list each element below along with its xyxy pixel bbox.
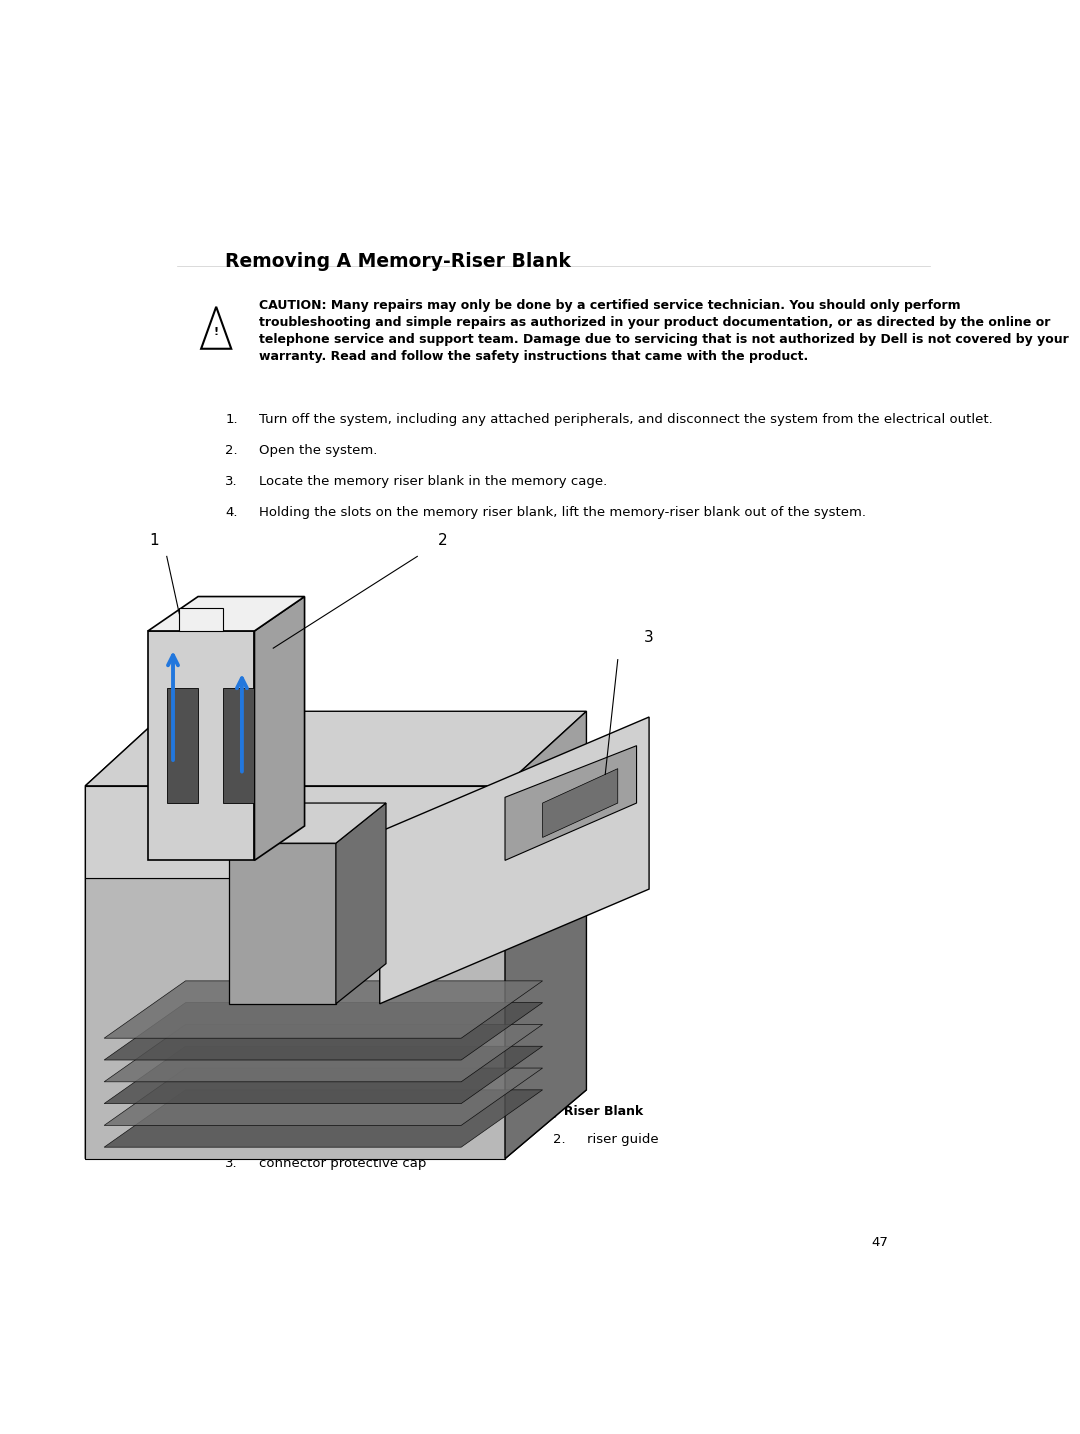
Text: 1: 1 [149, 533, 159, 548]
Polygon shape [148, 597, 305, 631]
Text: 4.: 4. [226, 506, 238, 519]
Polygon shape [104, 1024, 542, 1081]
Polygon shape [85, 711, 586, 786]
Text: !: ! [214, 327, 219, 337]
Polygon shape [166, 688, 198, 803]
Polygon shape [542, 769, 618, 837]
Polygon shape [380, 717, 649, 1004]
Text: riser guide: riser guide [588, 1133, 659, 1146]
Text: 3.: 3. [226, 475, 238, 488]
Text: connector protective cap: connector protective cap [259, 1157, 427, 1170]
Text: Removing A Memory-Riser Blank: Removing A Memory-Riser Blank [226, 251, 571, 271]
Text: 3: 3 [644, 631, 654, 645]
Polygon shape [229, 843, 336, 1004]
Text: 2.: 2. [226, 443, 238, 456]
Polygon shape [104, 1047, 542, 1104]
Polygon shape [179, 608, 224, 631]
Text: 47: 47 [872, 1236, 889, 1249]
Polygon shape [85, 878, 505, 1159]
Text: Holding the slots on the memory riser blank, lift the memory-riser blank out of : Holding the slots on the memory riser bl… [259, 506, 866, 519]
Text: Open the system.: Open the system. [259, 443, 377, 456]
Text: 3.: 3. [226, 1157, 238, 1170]
Text: 2.: 2. [554, 1133, 566, 1146]
Text: Figure 15. Removing and Installing the Memory Riser Blank: Figure 15. Removing and Installing the M… [226, 1106, 644, 1119]
Polygon shape [505, 711, 586, 878]
Polygon shape [505, 803, 586, 1159]
Polygon shape [104, 1002, 542, 1060]
Polygon shape [505, 746, 636, 860]
Polygon shape [85, 786, 505, 878]
Polygon shape [229, 803, 386, 843]
Polygon shape [336, 803, 386, 1004]
Text: 2: 2 [437, 533, 447, 548]
Polygon shape [255, 597, 305, 860]
Polygon shape [104, 1068, 542, 1126]
Text: memory riser blank: memory riser blank [259, 1133, 390, 1146]
Text: Turn off the system, including any attached peripherals, and disconnect the syst: Turn off the system, including any attac… [259, 413, 993, 426]
Polygon shape [224, 688, 255, 803]
Text: 1.: 1. [226, 413, 238, 426]
Polygon shape [85, 1090, 586, 1159]
Text: 1.: 1. [226, 1133, 238, 1146]
Polygon shape [148, 631, 255, 860]
Text: Locate the memory riser blank in the memory cage.: Locate the memory riser blank in the mem… [259, 475, 607, 488]
Polygon shape [85, 711, 166, 1159]
Polygon shape [104, 1090, 542, 1147]
Polygon shape [104, 981, 542, 1038]
Text: CAUTION: Many repairs may only be done by a certified service technician. You sh: CAUTION: Many repairs may only be done b… [259, 300, 1068, 363]
